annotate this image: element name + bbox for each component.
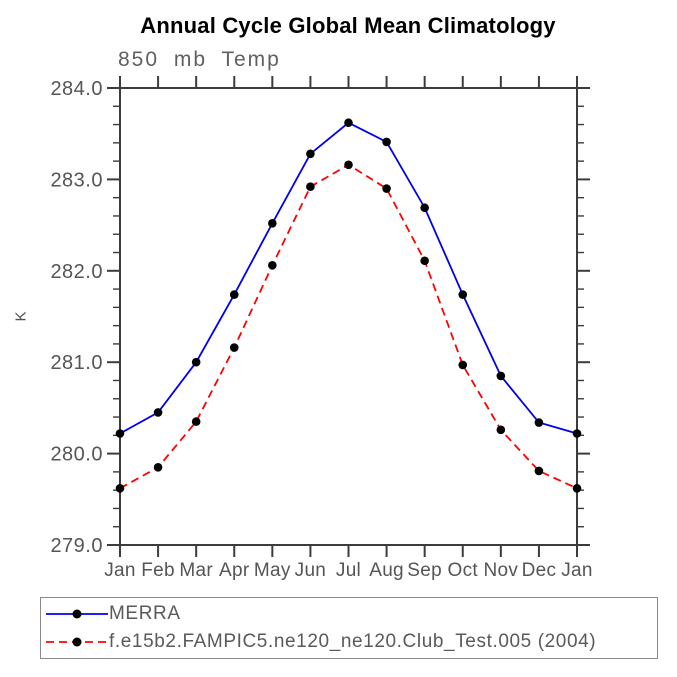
x-tick-label: Mar	[179, 560, 213, 581]
y-tick-label: 281.0	[50, 352, 103, 374]
data-point-marker	[306, 182, 315, 192]
legend-row-model: f.e15b2.FAMPIC5.ne120_ne120.Club_Test.00…	[45, 629, 657, 655]
data-point-marker	[496, 371, 506, 381]
x-tick-label: Jan	[561, 560, 593, 581]
merra-line-sample-icon	[46, 609, 108, 619]
x-tick-label: Feb	[141, 560, 175, 581]
series-line-model	[119, 163, 578, 490]
data-point-marker	[420, 256, 429, 266]
data-point-marker	[382, 137, 391, 147]
data-point-marker	[458, 290, 468, 299]
legend-box: MERRA f.e15b2.FAMPIC5.ne120_ne120.Club_T…	[40, 597, 658, 659]
y-tick-label: 279.0	[50, 535, 103, 557]
x-tick-label: Jan	[104, 560, 136, 581]
y-tick-label: 280.0	[50, 444, 103, 466]
data-point-marker	[420, 203, 429, 213]
x-tick-label: Oct	[448, 560, 479, 581]
series-line-merra	[119, 121, 578, 435]
x-tick-label: Nov	[483, 560, 518, 581]
data-point-marker	[115, 484, 125, 493]
data-point-marker	[534, 418, 544, 427]
data-point-marker	[153, 463, 163, 472]
x-tick-label: May	[254, 560, 291, 581]
data-point-marker	[229, 290, 239, 299]
legend-label-merra: MERRA	[109, 602, 181, 624]
data-point-marker	[153, 408, 163, 417]
model-line-sample-icon	[46, 637, 108, 647]
data-point-marker	[534, 466, 544, 476]
data-point-marker	[268, 261, 277, 270]
data-point-marker	[572, 484, 582, 493]
x-tick-label: Jun	[295, 560, 327, 581]
x-tick-label: Dec	[522, 560, 557, 581]
x-tick-label: Sep	[407, 560, 442, 581]
plot-border	[119, 87, 578, 546]
data-point-marker	[306, 149, 315, 159]
data-point-marker	[115, 429, 125, 438]
data-point-marker	[382, 184, 391, 193]
data-point-marker	[344, 118, 353, 128]
data-point-marker	[229, 343, 239, 352]
x-tick-label: Apr	[219, 560, 250, 581]
y-tick-label: 282.0	[50, 261, 103, 283]
x-tick-label: Aug	[369, 560, 404, 581]
y-tick-label: 283.0	[50, 169, 103, 191]
chart-title: Annual Cycle Global Mean Climatology	[140, 13, 556, 38]
legend-label-model: f.e15b2.FAMPIC5.ne120_ne120.Club_Test.00…	[109, 631, 597, 653]
data-point-marker	[344, 160, 353, 170]
legend-row-merra: MERRA	[45, 601, 657, 627]
y-tick-label: 284.0	[50, 78, 103, 100]
data-point-marker	[572, 429, 582, 438]
data-point-marker	[458, 360, 468, 370]
data-point-marker	[191, 357, 201, 367]
data-point-marker	[191, 417, 201, 426]
x-tick-label: Jul	[336, 560, 361, 581]
data-point-marker	[496, 425, 506, 435]
chart-subtitle: 850 mb Temp	[118, 48, 281, 71]
data-point-marker	[268, 218, 277, 228]
